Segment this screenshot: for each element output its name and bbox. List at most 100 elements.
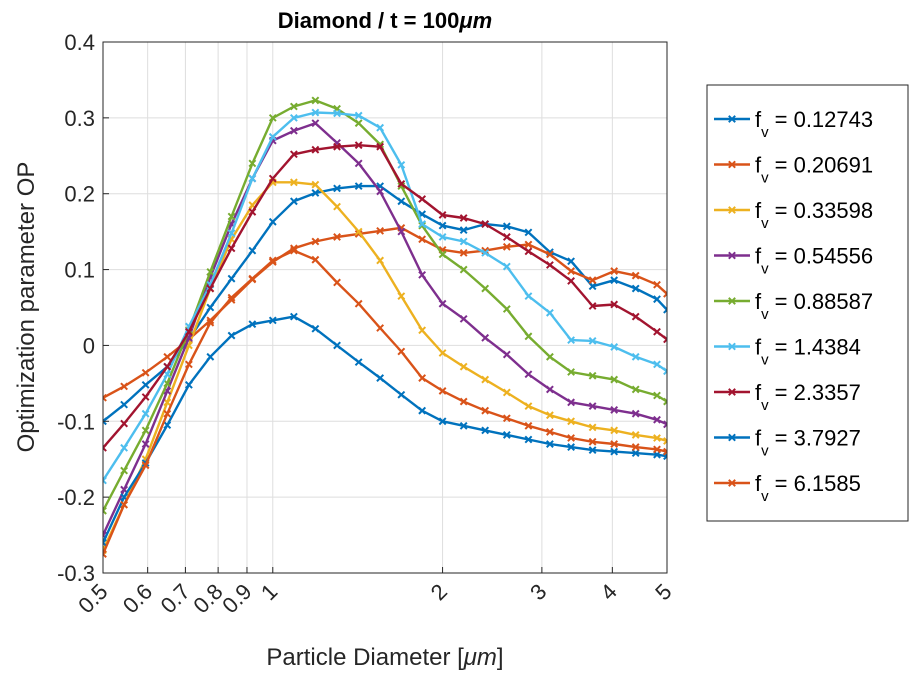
- data-point: [610, 267, 619, 275]
- data-point: [206, 303, 215, 312]
- data-point: [333, 233, 341, 241]
- data-point: [418, 326, 427, 335]
- data-point: [376, 123, 385, 132]
- data-point: [524, 247, 533, 256]
- data-point: [567, 336, 575, 345]
- data-point: [141, 461, 150, 470]
- data-point: [567, 257, 575, 266]
- data-point: [546, 352, 554, 361]
- data-point: [631, 409, 640, 418]
- data-point: [397, 197, 406, 206]
- data-point: [206, 267, 215, 276]
- data-point: [311, 180, 320, 189]
- data-point: [631, 312, 640, 321]
- y-tick-label: 0.4: [64, 30, 95, 55]
- data-point: [524, 292, 533, 301]
- data-point: [588, 423, 597, 432]
- data-point: [610, 447, 619, 456]
- data-point: [418, 220, 427, 228]
- data-point: [588, 302, 597, 310]
- data-point: [653, 391, 661, 400]
- data-point: [354, 119, 363, 128]
- data-point: [610, 276, 619, 285]
- data-point: [631, 352, 640, 361]
- data-point: [663, 305, 667, 314]
- data-point: [268, 256, 277, 265]
- data-point: [268, 174, 277, 183]
- data-point: [141, 440, 150, 448]
- data-point: [663, 397, 667, 406]
- y-tick-label: -0.2: [57, 485, 95, 510]
- data-point: [333, 109, 341, 118]
- data-point: [333, 142, 341, 151]
- data-point: [163, 362, 172, 371]
- data-point: [502, 222, 511, 231]
- data-point: [268, 132, 277, 141]
- series-line: [103, 111, 667, 482]
- data-point: [502, 431, 511, 439]
- data-point: [354, 299, 363, 308]
- legend-label: fv= 0.54556: [755, 244, 873, 278]
- series-8: [103, 312, 667, 547]
- data-point: [567, 398, 575, 407]
- data-point: [502, 350, 511, 359]
- data-point: [289, 150, 298, 159]
- grid: [102, 41, 668, 574]
- data-point: [481, 248, 490, 257]
- data-point: [289, 126, 298, 135]
- legend-label: fv= 2.3357: [755, 380, 861, 414]
- data-point: [227, 293, 236, 302]
- data-point: [333, 341, 341, 350]
- legend-swatch-marker: [728, 342, 736, 351]
- data-point: [354, 159, 363, 168]
- data-point: [376, 324, 385, 332]
- data-point: [567, 267, 575, 275]
- legend-swatch-marker: [728, 297, 736, 305]
- series-line: [103, 184, 667, 423]
- data-point: [438, 250, 447, 259]
- data-point: [567, 368, 575, 376]
- data-point: [588, 276, 597, 285]
- x-tick-label: 0.6: [118, 579, 157, 618]
- ticks: [102, 41, 668, 574]
- data-point: [103, 550, 107, 558]
- data-point: [631, 284, 640, 293]
- data-point: [610, 405, 619, 414]
- data-point: [227, 331, 236, 340]
- data-point: [663, 420, 667, 429]
- data-point: [376, 187, 385, 196]
- x-axis-title: Particle Diameter [μm]: [266, 644, 503, 671]
- data-point: [663, 335, 667, 344]
- series-line: [103, 315, 667, 544]
- data-point: [418, 270, 427, 279]
- data-point: [268, 316, 277, 325]
- legend-swatch-marker: [728, 388, 736, 396]
- data-point: [653, 360, 661, 369]
- data-point: [376, 374, 385, 382]
- data-point: [227, 296, 236, 304]
- data-point: [311, 255, 320, 264]
- y-tick-label: -0.3: [57, 561, 95, 586]
- data-point: [418, 235, 427, 244]
- data-point: [206, 352, 215, 361]
- data-point: [311, 324, 320, 333]
- data-point: [376, 256, 385, 265]
- data-point: [397, 347, 406, 356]
- data-point: [502, 414, 511, 423]
- data-point: [333, 278, 341, 287]
- data-point: [184, 380, 193, 389]
- legend-label: fv= 6.1585: [755, 471, 861, 505]
- x-tick-label: 4: [596, 579, 622, 605]
- legend: fv= 0.12743 fv= 0.20691 fv= 0.33598 fv= 0.5…: [706, 84, 909, 522]
- data-point: [418, 406, 427, 415]
- data-point: [354, 141, 363, 150]
- data-point: [459, 214, 468, 222]
- legend-entry-1: fv= 0.12743: [714, 107, 873, 141]
- legend-label: fv= 3.7927: [755, 426, 861, 460]
- data-point: [610, 375, 619, 384]
- data-point: [663, 367, 667, 376]
- data-point: [502, 242, 511, 251]
- data-point: [653, 434, 661, 442]
- data-point: [653, 415, 661, 424]
- data-point: [524, 421, 533, 430]
